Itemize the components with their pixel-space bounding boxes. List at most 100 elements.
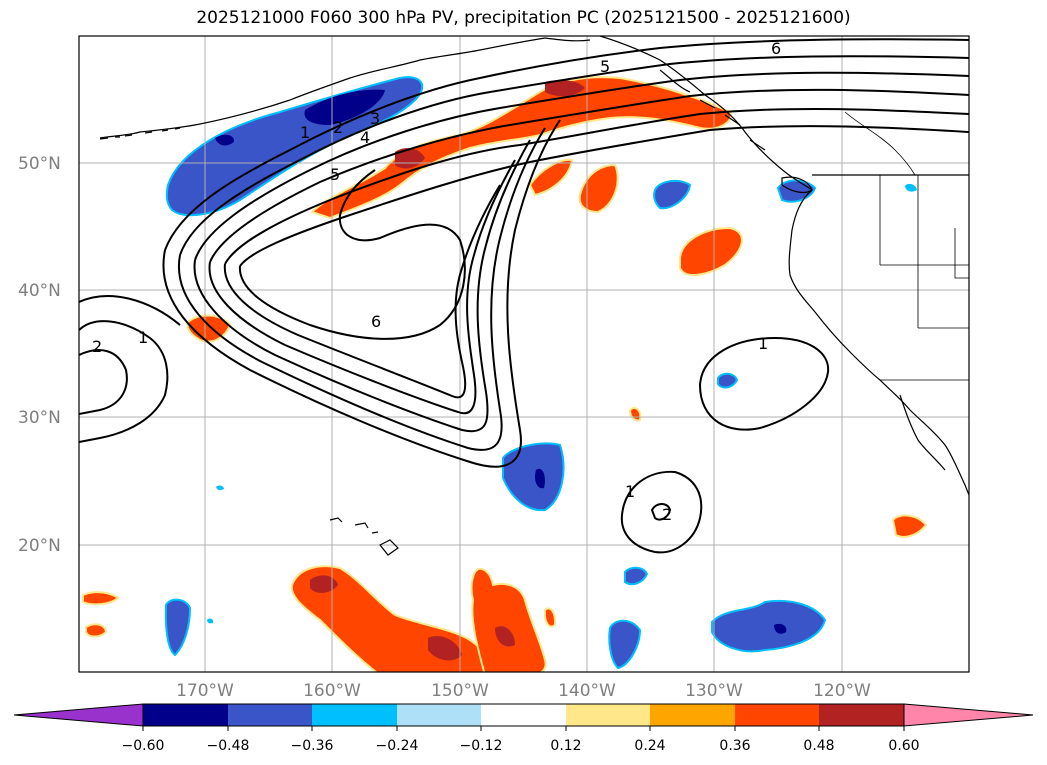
colorbar-swatch-6 <box>566 704 650 726</box>
colorbar-frame <box>142 703 905 727</box>
yukon-coast <box>544 37 591 42</box>
neg-anomaly-1 <box>653 179 692 210</box>
contour-label-1-east: 1 <box>758 334 768 353</box>
colorbar-swatch-5 <box>481 704 566 726</box>
pv-contour-2-ring <box>179 55 969 256</box>
precip-positive-anomalies <box>82 76 928 672</box>
precip-blob-2 <box>578 163 619 214</box>
pv-contour-loop-3 <box>193 139 531 433</box>
pv-contours <box>79 38 969 554</box>
precip-blob-1 <box>528 158 574 197</box>
vancouver-island <box>781 176 813 194</box>
map-plot-area: 6 5 1 2 3 4 5 6 1 2 1 1 2 <box>79 36 969 672</box>
neg-anomaly-9 <box>608 619 642 670</box>
precip-core-south-1 <box>310 575 338 593</box>
precip-blob-3 <box>679 226 743 276</box>
neg-anomaly-10 <box>711 599 827 653</box>
colorbar-tick-label-6: 0.12 <box>550 738 581 754</box>
lon-label-140w: 140°W <box>558 681 616 701</box>
contour-label-6: 6 <box>371 312 381 331</box>
contour-label-6-top: 6 <box>771 39 781 58</box>
colorbar-tick-label-8: 0.36 <box>719 738 750 754</box>
precip-blob-8 <box>85 623 108 638</box>
neg-anomaly-8 <box>624 566 649 586</box>
pv-contour-3-ring <box>194 71 969 261</box>
pv-contour-5-ring <box>224 107 969 265</box>
baja-california <box>899 394 946 471</box>
precip-core-south-3 <box>495 626 515 647</box>
lat-label-20n: 20°N <box>18 536 61 556</box>
colorbar-swatch-3 <box>312 704 397 726</box>
pv-contour-loop-4 <box>208 159 516 415</box>
colorbar-tick-label-4: −0.24 <box>376 738 419 754</box>
colorbar-swatch-1 <box>143 704 228 726</box>
coastlines <box>99 36 969 556</box>
aleutian-islands <box>99 127 181 140</box>
precip-negative-anomalies <box>164 76 917 670</box>
pv-contour-sw-2 <box>79 295 181 326</box>
lat-label-40n: 40°N <box>18 281 61 301</box>
contour-label-2-south: 2 <box>662 505 672 524</box>
hawaiian-islands <box>329 517 399 556</box>
neg-anomaly-core-5 <box>534 468 545 489</box>
alaska-panhandle-coast <box>599 36 813 191</box>
colorbar-tick-label-10: 0.60 <box>888 738 919 754</box>
precip-band-south-2 <box>470 567 547 672</box>
contour-label-5: 5 <box>330 165 340 184</box>
lon-label-150w: 150°W <box>431 681 489 701</box>
pv-contour-south-inner <box>650 503 672 521</box>
pv-contour-sw-3 <box>79 349 128 415</box>
neg-anomaly-11 <box>207 618 214 624</box>
pv-contour-sw-1 <box>79 320 169 443</box>
neg-anomaly-core-gulf-2 <box>215 134 235 146</box>
precip-blob-5 <box>628 407 642 422</box>
colorbar-swatch-8 <box>735 704 819 726</box>
colorbar-extend-low <box>13 703 144 727</box>
pv-contour-loop-6 <box>238 169 466 340</box>
contour-label-2: 2 <box>333 118 343 137</box>
canadian-coast-inlets <box>659 69 766 151</box>
colorbar-swatch-7 <box>650 704 735 726</box>
contour-label-1-sw: 1 <box>138 328 148 347</box>
precip-core-south-2 <box>428 635 462 661</box>
contour-label-5-top: 5 <box>600 57 610 76</box>
neg-anomaly-6 <box>216 485 224 491</box>
colorbar-tick-label-5: −0.12 <box>460 738 503 754</box>
contour-label-3: 3 <box>370 109 380 128</box>
pv-contour-south-ring <box>620 470 703 554</box>
colorbar-swatch-9 <box>819 704 904 726</box>
contour-labels: 6 5 1 2 3 4 5 6 1 2 1 1 2 <box>92 39 781 524</box>
precip-core-north2 <box>545 80 585 97</box>
lat-label-30n: 30°N <box>18 408 61 428</box>
colorbar-swatch-4 <box>397 704 481 726</box>
neg-anomaly-4 <box>717 372 739 389</box>
colorbar-tick-label-2: −0.48 <box>207 738 250 754</box>
contour-label-1-south: 1 <box>625 482 635 501</box>
pv-contour-4-ring <box>209 88 969 263</box>
colorbar-tick-label-9: 0.48 <box>803 738 834 754</box>
pv-contour-loop-5 <box>223 184 501 399</box>
precip-blob-7 <box>82 591 120 606</box>
pv-contour-6-ring <box>239 125 969 267</box>
us-state-borders <box>879 175 969 381</box>
precip-blob-9 <box>543 607 557 628</box>
map-title: 2025121000 F060 300 hPa PV, precipitatio… <box>196 8 851 28</box>
pv-contour-1-ring <box>164 38 969 251</box>
plot-frame <box>78 35 970 673</box>
provincial-border <box>844 111 916 176</box>
colorbar-tick-label-3: −0.36 <box>291 738 334 754</box>
longitude-labels: 170°W 160°W 150°W 140°W 130°W 120°W <box>176 681 871 701</box>
colorbar-swatch-2 <box>228 704 312 726</box>
neg-anomaly-core-10 <box>774 623 787 634</box>
neg-anomaly-3 <box>905 183 917 192</box>
lon-label-160w: 160°W <box>303 681 361 701</box>
colorbar-tick-label-1: −0.60 <box>122 738 165 754</box>
neg-anomaly-core-gulf <box>304 89 385 125</box>
alaska-peninsula-coast <box>99 37 546 139</box>
latitude-labels: 50°N 40°N 30°N 20°N <box>18 154 61 556</box>
contour-label-4: 4 <box>360 128 370 147</box>
lon-label-130w: 130°W <box>685 681 743 701</box>
colorbar-tick-label-7: 0.24 <box>634 738 665 754</box>
neg-anomaly-5 <box>502 442 565 512</box>
